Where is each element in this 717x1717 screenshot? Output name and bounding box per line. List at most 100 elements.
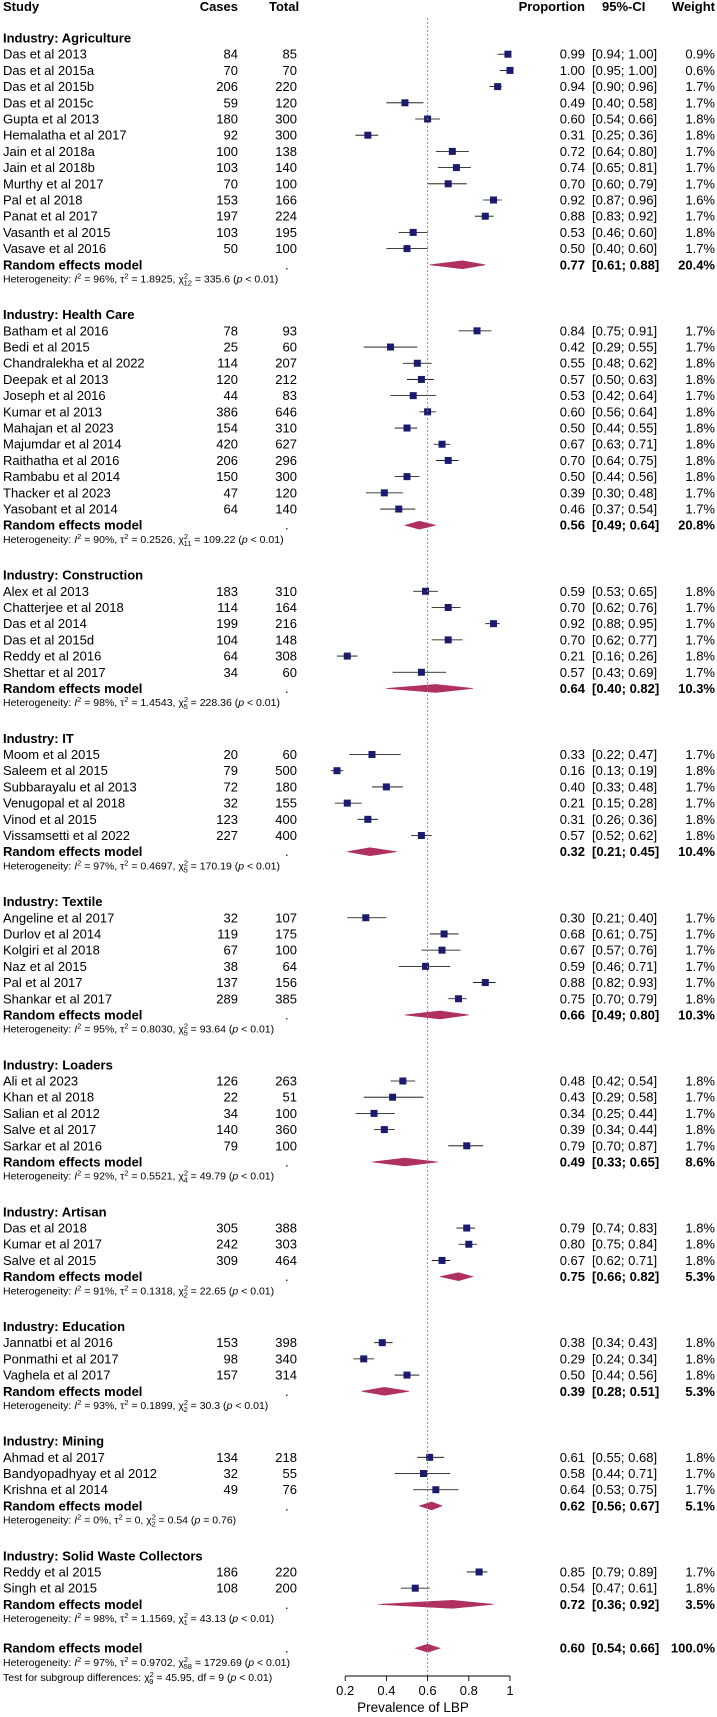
study-total: 138 [275, 144, 297, 159]
study-ci: [0.90; 0.96] [592, 79, 657, 94]
study-name: Kumar et al 2013 [3, 404, 102, 419]
study-cases: 32 [224, 796, 238, 811]
study-weight: 0.6% [685, 63, 715, 78]
model-ci: [0.61; 0.88] [592, 257, 659, 272]
study-name: Das et al 2015d [3, 632, 94, 647]
study-row: Jain et al 2018b 103 140 0.74 [0.65; 0.81] 1.… [3, 160, 715, 175]
study-ci: [0.61; 0.75] [592, 926, 657, 941]
study-weight: 1.8% [685, 991, 715, 1006]
study-cases: 70 [224, 176, 238, 191]
header-cases: Cases [200, 0, 238, 14]
study-name: Jain et al 2018b [3, 160, 95, 175]
study-cases: 47 [224, 485, 238, 500]
study-row: Das et al 2014 199 216 0.92 [0.88; 0.95] 1.7% [3, 616, 715, 631]
study-total: 308 [275, 649, 297, 664]
study-row: Krishna et al 2014 49 76 0.64 [0.53; 0.75] 1.… [3, 1482, 715, 1497]
study-total: 175 [275, 926, 297, 941]
study-cases: 153 [216, 1335, 238, 1350]
effect-square [432, 1486, 440, 1494]
study-total: 100 [275, 241, 297, 256]
study-weight: 1.7% [685, 959, 715, 974]
study-proportion: 0.50 [560, 421, 585, 436]
group-header: Industry: IT [3, 731, 74, 746]
study-cases: 137 [216, 975, 238, 990]
study-name: Gupta et al 2013 [3, 112, 99, 127]
model-proportion: 0.66 [560, 1007, 585, 1022]
study-cases: 104 [216, 632, 238, 647]
study-row: Vasave et al 2016 50 100 0.50 [0.40; 0.60] 1.… [3, 241, 715, 256]
study-row: Venugopal et al 2018 32 155 0.21 [0.15; 0.28… [3, 796, 715, 811]
study-cases: 386 [216, 404, 238, 419]
study-proportion: 0.70 [560, 600, 585, 615]
study-weight: 1.7% [685, 323, 715, 338]
study-row: Rambabu et al 2014 150 300 0.50 [0.44; 0.56]… [3, 469, 715, 484]
study-cases: 20 [224, 747, 238, 762]
study-cases: 25 [224, 340, 238, 355]
study-total: 360 [275, 1122, 297, 1137]
model-dot: . [285, 1384, 289, 1399]
model-ci: [0.66; 0.82] [592, 1269, 659, 1284]
model-ci: [0.40; 0.82] [592, 681, 659, 696]
study-ci: [0.50; 0.63] [592, 372, 657, 387]
heterogeneity-text: Heterogeneity: I2 = 98%, τ2 = 1.4543, χ2… [3, 695, 280, 711]
group-header: Industry: Mining [3, 1434, 104, 1449]
study-name: Yasobant et al 2014 [3, 502, 118, 517]
study-ci: [0.57; 0.76] [592, 943, 657, 958]
effect-square [343, 652, 351, 660]
study-ci: [0.29; 0.58] [592, 1090, 657, 1105]
study-weight: 1.8% [685, 763, 715, 778]
study-name: Bandyopadhyay et al 2012 [3, 1466, 157, 1481]
study-total: 100 [275, 1106, 297, 1121]
study-row: Kolgiri et al 2018 67 100 0.67 [0.57; 0.76] 1… [3, 943, 715, 958]
study-weight: 1.7% [685, 600, 715, 615]
study-ci: [0.48; 0.62] [592, 356, 657, 371]
study-cases: 59 [224, 95, 238, 110]
group-header: Industry: Textile [3, 894, 102, 909]
study-cases: 242 [216, 1237, 238, 1252]
study-name: Alex et al 2013 [3, 584, 89, 599]
study-row: Mahajan et al 2023 154 310 0.50 [0.44; 0.55]… [3, 421, 715, 436]
study-row: Chandralekha et al 2022 114 207 0.55 [0.48; … [3, 356, 715, 371]
study-weight: 1.7% [685, 502, 715, 517]
study-weight: 1.7% [685, 340, 715, 355]
study-total: 93 [283, 323, 297, 338]
study-cases: 38 [224, 959, 238, 974]
effect-square [364, 815, 372, 823]
model-weight: 3.5% [685, 1597, 715, 1612]
model-proportion: 0.62 [560, 1498, 585, 1513]
study-total: 164 [275, 600, 297, 615]
study-ci: [0.53; 0.75] [592, 1482, 657, 1497]
study-cases: 34 [224, 1106, 238, 1121]
study-weight: 1.7% [685, 209, 715, 224]
summary-diamond [439, 1272, 475, 1281]
study-name: Das et al 2018 [3, 1221, 87, 1236]
model-label: Random effects model [3, 1498, 142, 1513]
x-tick-label: 1 [506, 1683, 513, 1698]
study-proportion: 0.57 [560, 665, 585, 680]
x-tick-label: 0.6 [419, 1683, 437, 1698]
effect-square [444, 456, 452, 464]
study-weight: 1.8% [685, 372, 715, 387]
study-ci: [0.44; 0.56] [592, 1368, 657, 1383]
heterogeneity-text: Heterogeneity: I2 = 95%, τ2 = 0.8030, χ2… [3, 1022, 274, 1038]
heterogeneity-text: Heterogeneity: I2 = 91%, τ2 = 0.1318, χ2… [3, 1283, 274, 1299]
study-proportion: 0.48 [560, 1074, 585, 1089]
study-row: Reddy et al 2015 186 220 0.85 [0.79; 0.89] 1.… [3, 1564, 715, 1579]
study-row: Shankar et al 2017 289 385 0.75 [0.70; 0.79]… [3, 991, 715, 1006]
study-proportion: 0.94 [560, 79, 585, 94]
study-row: Bandyopadhyay et al 2012 32 55 0.58 [0.44; 0… [3, 1466, 715, 1481]
study-total: 296 [275, 453, 297, 468]
study-weight: 1.8% [685, 1074, 715, 1089]
model-weight: 5.3% [685, 1269, 715, 1284]
header-weight: Weight [672, 0, 716, 14]
subgroup-model-row: Random effects model. 0.49 [0.33; 0.65] 8.6… [3, 1155, 715, 1170]
study-proportion: 0.55 [560, 356, 585, 371]
effect-square [409, 228, 417, 236]
summary-diamond [414, 1643, 441, 1653]
study-name: Pal et al 2017 [3, 975, 83, 990]
effect-square [463, 1224, 471, 1232]
effect-square [419, 1470, 427, 1478]
study-proportion: 0.88 [560, 975, 585, 990]
summary-diamond [404, 1010, 469, 1020]
